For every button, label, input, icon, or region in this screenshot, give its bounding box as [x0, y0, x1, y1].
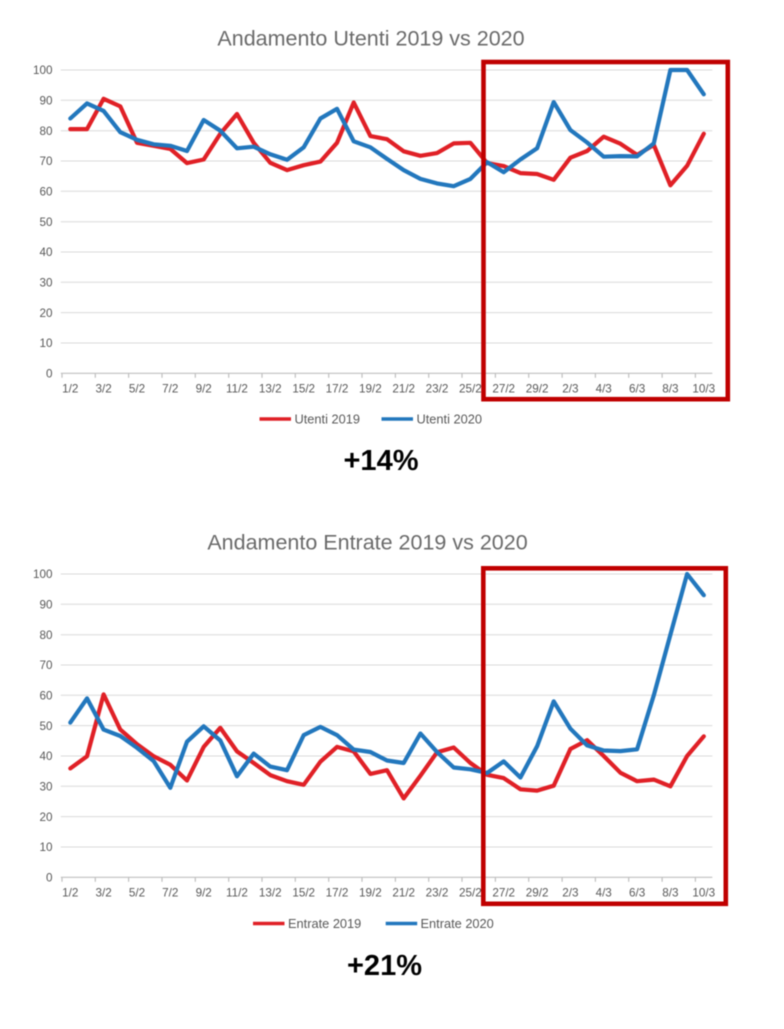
- svg-text:20: 20: [39, 811, 53, 824]
- svg-text:4/3: 4/3: [596, 886, 612, 899]
- svg-text:5/2: 5/2: [129, 382, 145, 395]
- svg-text:11/2: 11/2: [226, 886, 248, 899]
- svg-text:2/3: 2/3: [562, 382, 578, 395]
- svg-text:+14%: +14%: [344, 445, 419, 477]
- svg-text:15/2: 15/2: [292, 382, 315, 395]
- svg-text:27/2: 27/2: [492, 382, 515, 395]
- svg-text:21/2: 21/2: [392, 886, 415, 899]
- svg-text:100: 100: [33, 64, 53, 77]
- svg-text:+21%: +21%: [347, 950, 422, 982]
- svg-text:29/2: 29/2: [526, 886, 549, 899]
- svg-text:30: 30: [39, 277, 53, 290]
- svg-text:23/2: 23/2: [426, 382, 449, 395]
- svg-text:0: 0: [46, 872, 53, 885]
- svg-text:70: 70: [39, 659, 53, 672]
- svg-text:29/2: 29/2: [526, 382, 549, 395]
- svg-text:17/2: 17/2: [326, 382, 349, 395]
- svg-text:6/3: 6/3: [629, 886, 645, 899]
- svg-text:27/2: 27/2: [492, 886, 515, 899]
- svg-text:20: 20: [39, 307, 53, 320]
- svg-text:80: 80: [39, 125, 53, 138]
- svg-text:90: 90: [39, 95, 53, 108]
- svg-text:19/2: 19/2: [359, 382, 382, 395]
- svg-text:7/2: 7/2: [162, 382, 178, 395]
- svg-text:Utenti 2020: Utenti 2020: [417, 411, 482, 426]
- svg-text:7/2: 7/2: [162, 886, 178, 899]
- svg-text:3/2: 3/2: [95, 382, 111, 395]
- svg-text:8/3: 8/3: [662, 886, 678, 899]
- svg-text:10/3: 10/3: [692, 382, 715, 395]
- svg-text:50: 50: [39, 720, 53, 733]
- svg-text:25/2: 25/2: [459, 886, 482, 899]
- svg-text:30: 30: [39, 781, 53, 794]
- svg-text:50: 50: [39, 216, 53, 229]
- svg-text:21/2: 21/2: [392, 382, 415, 395]
- svg-text:6/3: 6/3: [629, 382, 645, 395]
- svg-text:19/2: 19/2: [359, 886, 382, 899]
- svg-text:5/2: 5/2: [129, 886, 145, 899]
- svg-text:9/2: 9/2: [196, 382, 212, 395]
- svg-text:0: 0: [46, 368, 53, 381]
- svg-text:40: 40: [39, 246, 53, 259]
- svg-text:10: 10: [39, 337, 53, 350]
- svg-text:1/2: 1/2: [62, 382, 78, 395]
- svg-text:11/2: 11/2: [226, 382, 248, 395]
- svg-text:80: 80: [39, 629, 53, 642]
- svg-text:Utenti 2019: Utenti 2019: [295, 411, 360, 426]
- svg-text:4/3: 4/3: [596, 382, 612, 395]
- svg-text:Andamento Utenti 2019 vs 2020: Andamento Utenti 2019 vs 2020: [217, 27, 524, 51]
- svg-text:8/3: 8/3: [662, 382, 678, 395]
- svg-text:3/2: 3/2: [95, 886, 111, 899]
- svg-text:60: 60: [39, 690, 53, 703]
- svg-text:2/3: 2/3: [562, 886, 578, 899]
- svg-text:Andamento Entrate 2019 vs 2020: Andamento Entrate 2019 vs 2020: [207, 531, 527, 555]
- svg-text:10: 10: [39, 841, 53, 854]
- svg-text:23/2: 23/2: [426, 886, 449, 899]
- svg-text:1/2: 1/2: [62, 886, 78, 899]
- svg-text:9/2: 9/2: [196, 886, 212, 899]
- svg-text:15/2: 15/2: [292, 886, 315, 899]
- svg-text:Entrate 2019: Entrate 2019: [288, 916, 361, 931]
- svg-text:10/3: 10/3: [692, 886, 715, 899]
- svg-text:17/2: 17/2: [326, 886, 349, 899]
- svg-text:13/2: 13/2: [259, 382, 282, 395]
- svg-text:70: 70: [39, 155, 53, 168]
- svg-text:13/2: 13/2: [259, 886, 282, 899]
- svg-text:90: 90: [39, 599, 53, 612]
- svg-text:100: 100: [33, 568, 53, 581]
- svg-text:40: 40: [39, 750, 53, 763]
- svg-text:Entrate 2020: Entrate 2020: [421, 916, 494, 931]
- svg-text:25/2: 25/2: [459, 382, 482, 395]
- svg-text:60: 60: [39, 186, 53, 199]
